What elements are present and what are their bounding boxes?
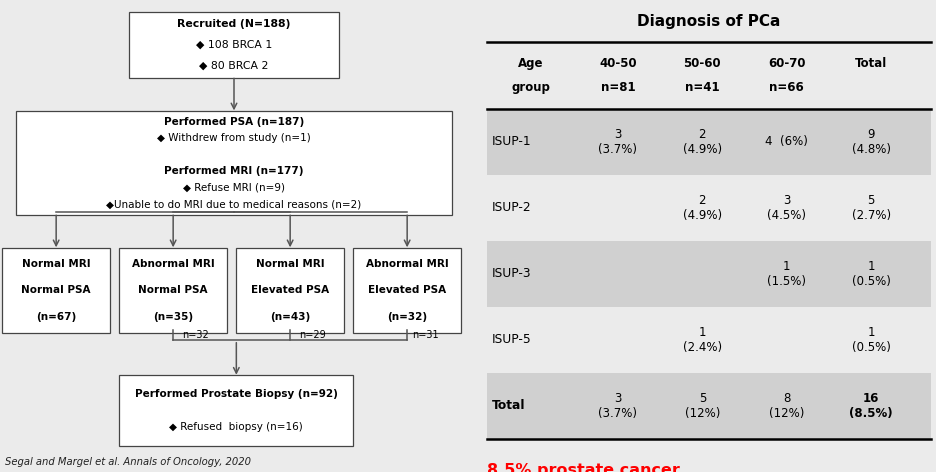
Bar <box>487 175 931 241</box>
Text: 4  (6%): 4 (6%) <box>766 135 809 148</box>
Text: 3
(3.7%): 3 (3.7%) <box>598 127 637 156</box>
Bar <box>487 109 931 175</box>
Text: 5
(2.7%): 5 (2.7%) <box>852 194 891 222</box>
Text: ISUP-2: ISUP-2 <box>491 201 531 214</box>
Text: Total: Total <box>491 399 525 413</box>
Text: Abnormal MRI: Abnormal MRI <box>366 259 448 269</box>
Text: n=81: n=81 <box>601 81 636 94</box>
Text: ISUP-5: ISUP-5 <box>491 333 531 346</box>
Text: 50-60: 50-60 <box>683 57 721 70</box>
Text: Abnormal MRI: Abnormal MRI <box>132 259 214 269</box>
Text: Normal MRI: Normal MRI <box>256 259 325 269</box>
Text: ◆ Refused  biopsy (n=16): ◆ Refused biopsy (n=16) <box>169 422 303 432</box>
Text: Recruited (N=188): Recruited (N=188) <box>177 19 291 29</box>
Text: Performed PSA (n=187): Performed PSA (n=187) <box>164 117 304 126</box>
Text: Total: Total <box>856 57 887 70</box>
Text: (n=67): (n=67) <box>36 312 77 322</box>
Text: ISUP-1: ISUP-1 <box>491 135 531 148</box>
Text: 5
(12%): 5 (12%) <box>684 392 720 420</box>
Text: n=32: n=32 <box>183 330 210 340</box>
Text: Normal PSA: Normal PSA <box>139 285 208 295</box>
FancyBboxPatch shape <box>2 248 110 333</box>
Text: ◆Unable to do MRI due to medical reasons (n=2): ◆Unable to do MRI due to medical reasons… <box>107 199 361 209</box>
Text: Elevated PSA: Elevated PSA <box>368 285 446 295</box>
Text: 3
(3.7%): 3 (3.7%) <box>598 392 637 420</box>
FancyBboxPatch shape <box>354 248 461 333</box>
Text: 2
(4.9%): 2 (4.9%) <box>682 127 722 156</box>
Text: 1
(1.5%): 1 (1.5%) <box>768 260 806 288</box>
Text: Normal MRI: Normal MRI <box>22 259 91 269</box>
Text: n=31: n=31 <box>412 330 438 340</box>
Text: 60-70: 60-70 <box>768 57 806 70</box>
Text: Performed MRI (n=177): Performed MRI (n=177) <box>164 166 304 176</box>
Text: ◆ 80 BRCA 2: ◆ 80 BRCA 2 <box>199 60 269 70</box>
Text: Normal PSA: Normal PSA <box>22 285 91 295</box>
Text: 3
(4.5%): 3 (4.5%) <box>768 194 806 222</box>
Text: 1
(0.5%): 1 (0.5%) <box>852 326 891 354</box>
FancyBboxPatch shape <box>120 248 227 333</box>
Text: Segal and Margel et al. Annals of Oncology, 2020: Segal and Margel et al. Annals of Oncolo… <box>5 457 251 467</box>
Text: ◆ 108 BRCA 1: ◆ 108 BRCA 1 <box>196 40 272 50</box>
Text: n=41: n=41 <box>685 81 720 94</box>
Text: n=29: n=29 <box>300 330 327 340</box>
Text: 1
(2.4%): 1 (2.4%) <box>682 326 722 354</box>
Text: ◆ Withdrew from study (n=1): ◆ Withdrew from study (n=1) <box>157 133 311 143</box>
Text: 9
(4.8%): 9 (4.8%) <box>852 127 891 156</box>
Text: n=66: n=66 <box>769 81 804 94</box>
Text: (n=43): (n=43) <box>270 312 311 322</box>
Text: ISUP-3: ISUP-3 <box>491 267 531 280</box>
Text: 8
(12%): 8 (12%) <box>769 392 805 420</box>
FancyBboxPatch shape <box>17 111 452 215</box>
Text: (n=35): (n=35) <box>154 312 193 322</box>
FancyBboxPatch shape <box>120 375 354 446</box>
Bar <box>487 241 931 307</box>
FancyBboxPatch shape <box>129 12 340 78</box>
Text: ◆ Refuse MRI (n=9): ◆ Refuse MRI (n=9) <box>183 183 285 193</box>
Text: (n=32): (n=32) <box>388 312 427 322</box>
Text: Age: Age <box>519 57 544 70</box>
Text: Elevated PSA: Elevated PSA <box>251 285 329 295</box>
Text: 2
(4.9%): 2 (4.9%) <box>682 194 722 222</box>
Text: Performed Prostate Biopsy (n=92): Performed Prostate Biopsy (n=92) <box>135 389 338 399</box>
Text: 40-50: 40-50 <box>599 57 636 70</box>
Text: 1
(0.5%): 1 (0.5%) <box>852 260 891 288</box>
FancyBboxPatch shape <box>236 248 344 333</box>
Text: 16
(8.5%): 16 (8.5%) <box>850 392 893 420</box>
Text: Diagnosis of PCa: Diagnosis of PCa <box>637 14 781 29</box>
Bar <box>487 307 931 373</box>
Bar <box>487 373 931 439</box>
Text: group: group <box>512 81 550 94</box>
Text: 8.5% prostate cancer: 8.5% prostate cancer <box>487 463 680 472</box>
